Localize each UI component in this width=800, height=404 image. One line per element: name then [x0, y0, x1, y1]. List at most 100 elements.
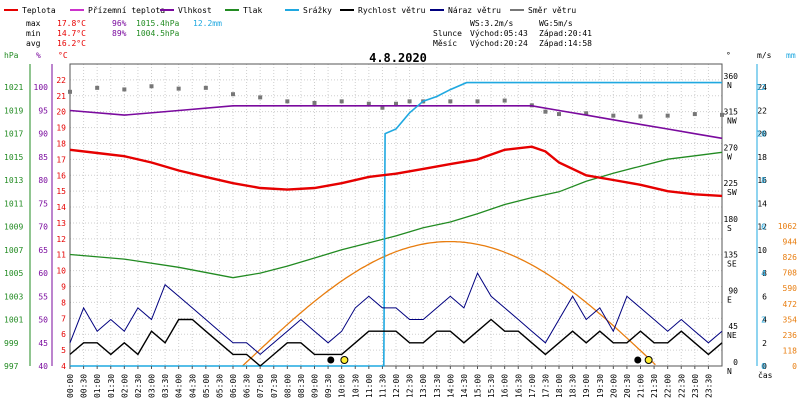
legend-label: Směr větru: [528, 6, 576, 15]
sun-event-marker: [644, 356, 653, 364]
x-tick-label: 06:30: [243, 374, 252, 398]
x-tick-label: 10:00: [338, 374, 347, 398]
wind-speed-tick-label: 8: [762, 269, 767, 278]
x-tick-label: 12:30: [406, 374, 415, 398]
wind-direction-point: [95, 85, 100, 90]
wind-direction-point: [231, 92, 235, 97]
wind-direction-point: [584, 111, 589, 116]
wind-direction-point: [611, 113, 616, 118]
stats-block: max 17.8°C 96% 1015.4hPa 12.2mm min 14.7…: [26, 19, 222, 48]
wind-direction-point: [366, 101, 371, 106]
x-tick-label: 10:30: [351, 374, 360, 398]
wind-direction-point: [475, 99, 480, 104]
x-tick-label: 06:00: [229, 374, 238, 398]
wind-speed-tick-label: 10: [757, 246, 767, 255]
wind-speed-tick-label: 24: [757, 83, 767, 92]
legend-label: Teplota: [22, 6, 56, 15]
stats-max-humidity: 96%: [112, 19, 127, 28]
x-tick-label: 11:00: [365, 374, 374, 398]
x-tick-label: 18:00: [555, 374, 564, 398]
gust-line: [69, 271, 723, 356]
temperature-tick-label: 13: [56, 219, 66, 228]
wind-dir-compass-label: W: [727, 152, 732, 161]
pressure-tick-label: 1009: [4, 223, 23, 232]
wind-dir-compass-label: NW: [727, 117, 737, 126]
humidity-tick-label: 100: [34, 83, 49, 92]
x-tick-label: 20:00: [609, 374, 618, 398]
pressure-tick-label: 1003: [4, 292, 23, 301]
x-tick-label: 21:00: [637, 374, 646, 398]
legend-label: Náraz větru: [448, 6, 501, 15]
x-tick-label: 07:00: [256, 374, 265, 398]
sun-set: Západ:20:41: [539, 29, 592, 38]
temperature-tick-label: 17: [56, 155, 66, 164]
x-tick-label: 05:30: [215, 374, 224, 398]
moon-event-marker: [634, 356, 642, 364]
legend-label: Vlhkost: [178, 6, 212, 15]
temperature-tick-label: 9: [61, 283, 66, 292]
unit-percent: %: [36, 51, 41, 60]
stats-avg-label: avg: [26, 39, 41, 48]
pressure-tick-label: 1015: [4, 153, 23, 162]
humidity-tick-label: 95: [38, 106, 48, 115]
temperature-tick-label: 4: [61, 362, 66, 371]
wind-direction-point: [665, 113, 670, 118]
temperature-tick-label: 10: [56, 267, 66, 276]
humidity-tick-label: 85: [38, 153, 48, 162]
x-tick-label: 13:30: [433, 374, 442, 398]
unit-ms: m/s: [757, 51, 772, 60]
wind-dir-tick-label: 315: [724, 108, 739, 117]
temperature-tick-label: 16: [56, 171, 66, 180]
x-tick-label: 02:30: [134, 374, 143, 398]
wind-dir-compass-label: N: [727, 81, 732, 90]
humidity-tick-label: 60: [38, 269, 48, 278]
rain-line: [70, 81, 722, 367]
temperature-tick-label: 6: [61, 330, 66, 339]
x-tick-label: 20:30: [623, 374, 632, 398]
humidity-tick-label: 70: [38, 223, 48, 232]
humidity-tick-label: 80: [38, 176, 48, 185]
x-tick-label: 16:00: [501, 374, 510, 398]
humidity-tick-label: 75: [38, 199, 48, 208]
x-tick-label: 08:00: [283, 374, 292, 398]
x-axis-ticks: 00:00 00:30 01:00 01:30 02:00 02:30 03:00 03:30…: [66, 366, 713, 398]
wind-speed-tick-label: 6: [762, 292, 767, 301]
wind-dir-tick-label: 90: [728, 286, 738, 295]
stats-max-rain: 12.2mm: [193, 19, 222, 28]
wind-speed-tick-label: 14: [757, 199, 767, 208]
grid: [69, 64, 722, 367]
wind-dir-compass-label: N: [727, 367, 732, 376]
x-tick-label: 07:30: [270, 374, 279, 398]
temperature-tick-label: 21: [56, 92, 66, 101]
temperature-tick-label: 19: [56, 124, 66, 133]
solar-tick-label: 354: [783, 315, 798, 324]
x-tick-label: 23:00: [691, 374, 700, 398]
x-tick-label: 15:30: [487, 374, 496, 398]
x-tick-label: 22:30: [677, 374, 686, 398]
axes: 9979991001100310051007100910111013101510…: [4, 64, 797, 376]
moon-rise: Východ:20:24: [470, 39, 528, 48]
wind-dir-tick-label: 270: [724, 143, 739, 152]
wind-speed-line: [69, 318, 723, 367]
humidity-tick-label: 55: [38, 292, 48, 301]
solar-tick-label: 0: [792, 362, 797, 371]
temperature-line: [69, 145, 723, 198]
stats-avg-temp: 16.2°C: [57, 39, 86, 48]
legend-label: Srážky: [303, 6, 332, 15]
x-tick-label: 03:00: [148, 374, 157, 398]
unit-mm: mm: [786, 51, 796, 60]
temperature-tick-label: 8: [61, 298, 66, 307]
temperature-tick-label: 11: [56, 251, 66, 260]
stats-max-pressure: 1015.4hPa: [136, 19, 180, 28]
wind-direction-point: [312, 100, 317, 105]
x-tick-label: 21:30: [650, 374, 659, 398]
wind-direction-point: [68, 89, 72, 94]
rain-tick-label: 2: [761, 316, 766, 325]
temperature-tick-label: 18: [56, 139, 66, 148]
wind-speed-tick-label: 16: [757, 176, 767, 185]
unit-hpa: hPa: [4, 51, 19, 60]
x-tick-label: 23:30: [704, 374, 713, 398]
stats-max-temp: 17.8°C: [57, 19, 86, 28]
humidity-tick-label: 45: [38, 339, 48, 348]
